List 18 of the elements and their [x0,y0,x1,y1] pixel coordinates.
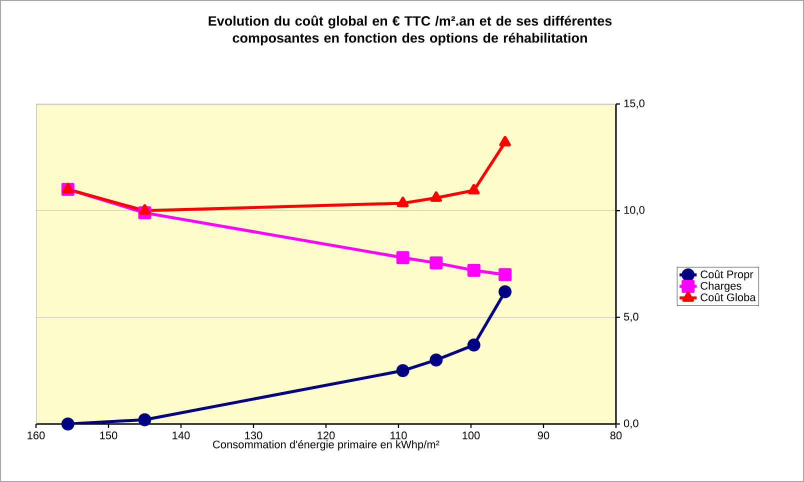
y-tick-label: 0,0 [624,419,638,429]
x-tick-label: 150 [100,432,118,440]
x-tick-label: 90 [538,432,550,440]
x-tick-label: 130 [245,432,262,440]
x-tick-label: 140 [172,432,190,440]
x-axis-title: Consommation d'énergie primaire en kWhp/m² [213,440,440,451]
y-tick-label: 10,0 [624,206,644,216]
legend-label: Coût Globa [700,293,756,302]
legend-label: Coût Propr [700,270,754,280]
chart-title: Evolution du coût global en € TTC /m².an et de ses différentes composantes en fonction des options de réhabilitation [208,16,612,46]
y-tick-label: 5,0 [624,312,638,322]
y-tick-label: 15,0 [624,99,644,109]
legend-label: Charges [700,282,742,292]
x-tick-label: 80 [610,432,622,440]
x-tick-label: 100 [462,432,480,440]
x-tick-label: 120 [318,432,335,440]
x-tick-label: 110 [390,432,407,440]
x-tick-label: 160 [28,432,45,440]
